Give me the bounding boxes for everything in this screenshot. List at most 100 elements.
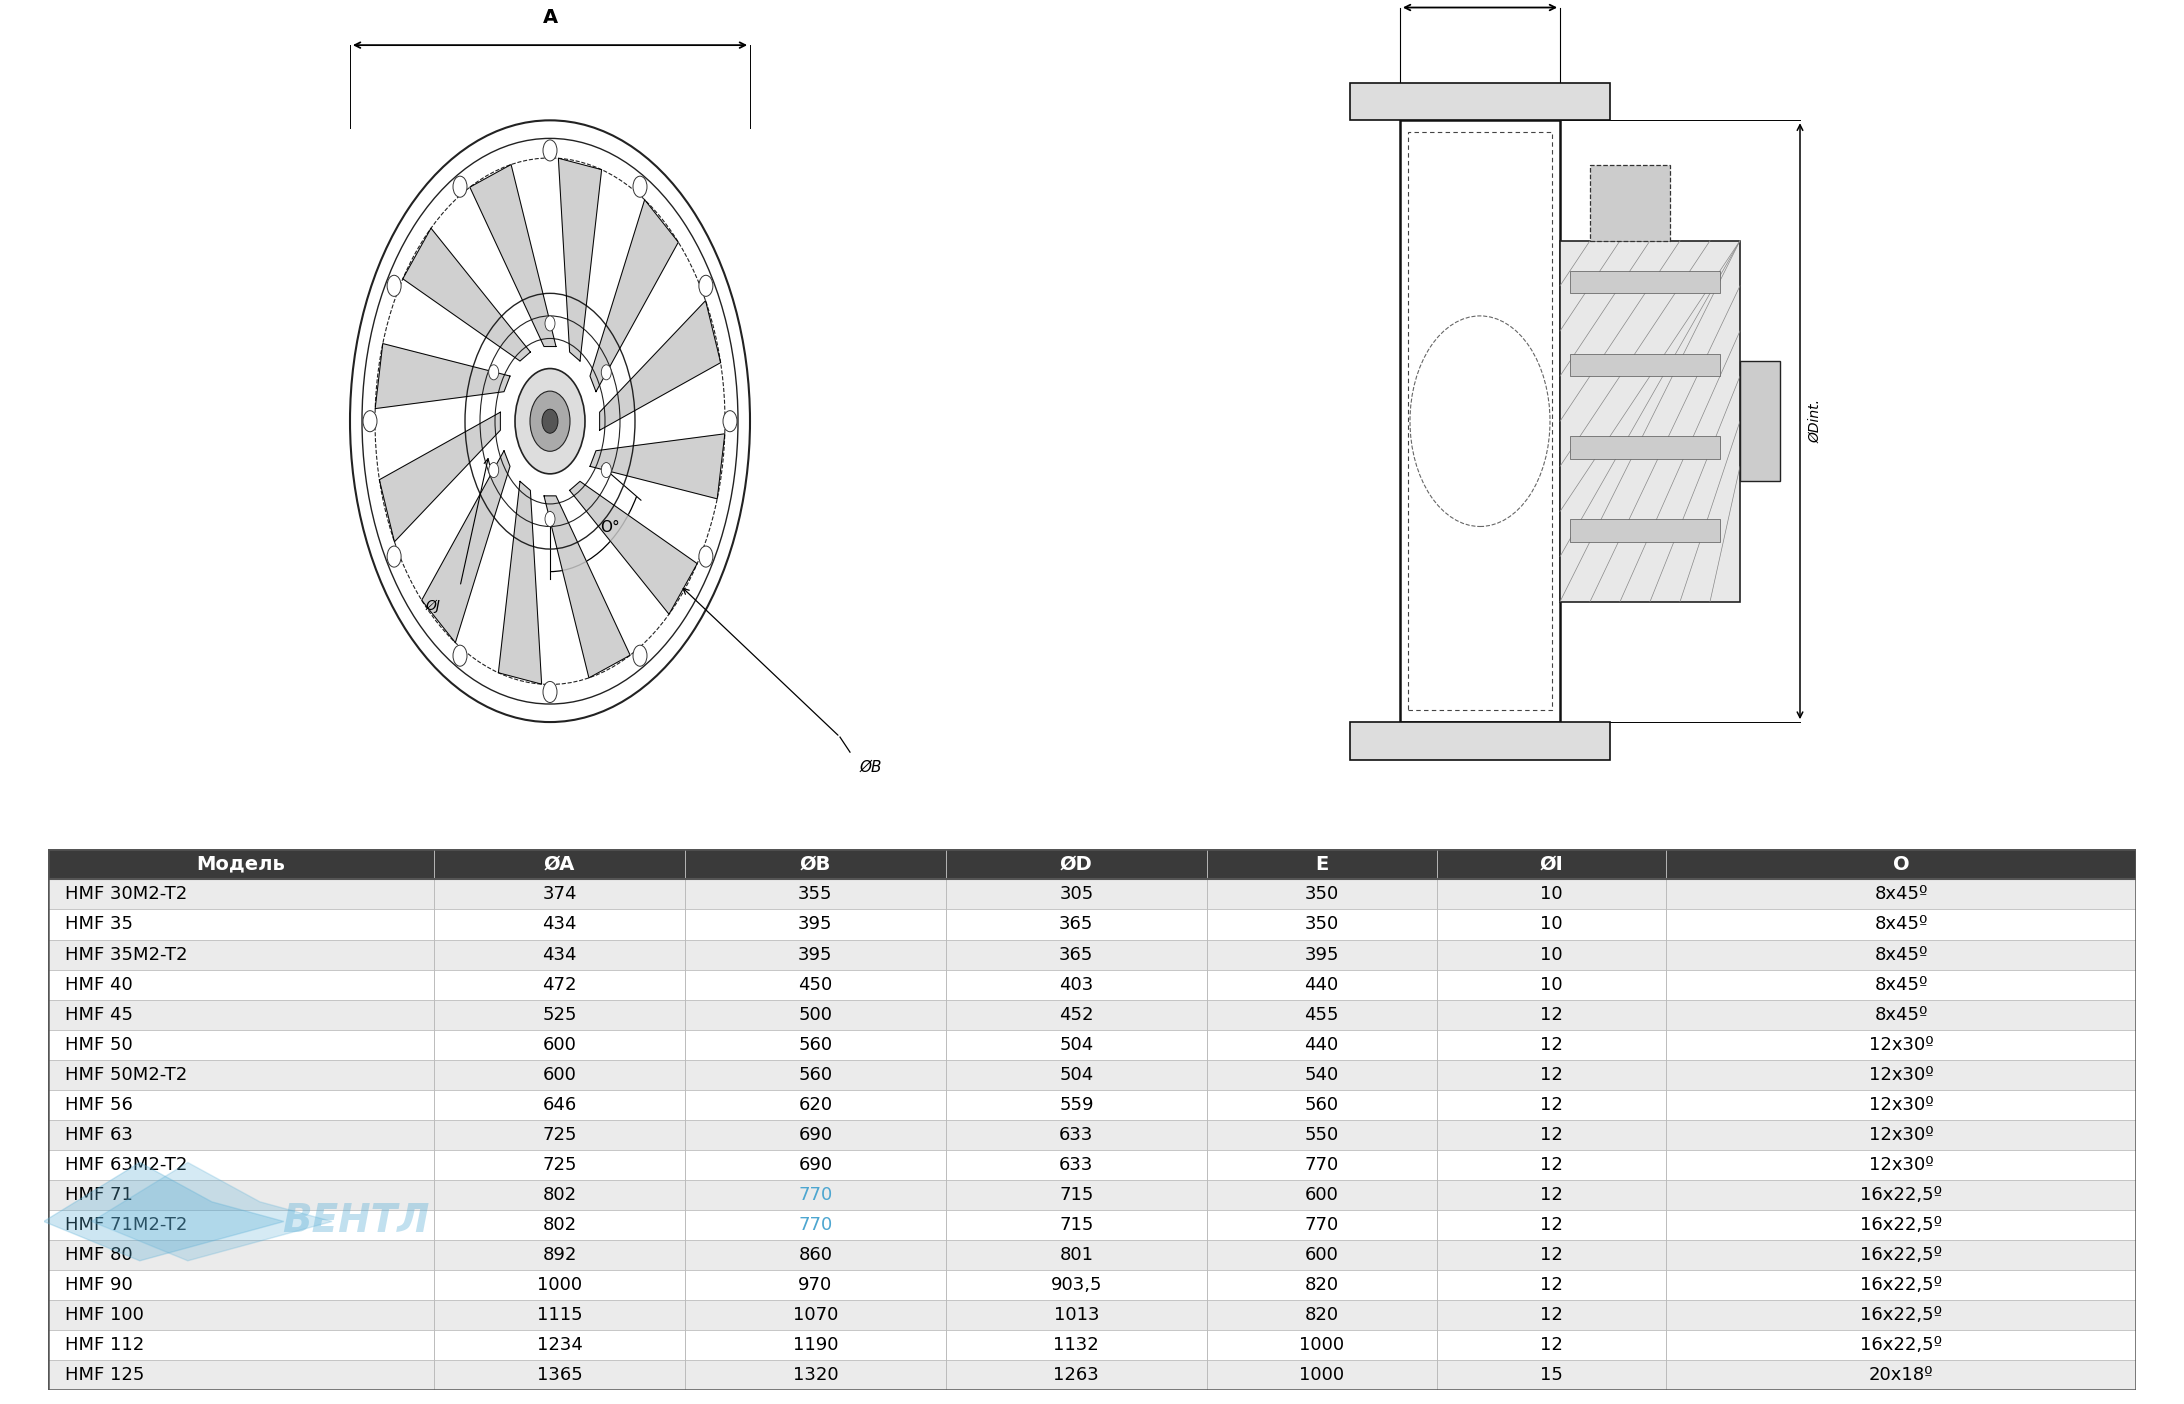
Bar xyxy=(435,1179,686,1210)
Text: 725: 725 xyxy=(542,1155,577,1174)
Text: 12: 12 xyxy=(1540,1005,1564,1024)
Bar xyxy=(435,910,686,939)
Text: HMF 63M2-T2: HMF 63M2-T2 xyxy=(66,1155,188,1174)
Polygon shape xyxy=(601,300,721,430)
Bar xyxy=(946,1300,1208,1330)
Bar xyxy=(435,1000,686,1029)
Polygon shape xyxy=(570,482,697,614)
Text: 560: 560 xyxy=(799,1036,832,1053)
Polygon shape xyxy=(559,159,601,361)
Text: Модель: Модель xyxy=(197,855,286,873)
Text: 8x45º: 8x45º xyxy=(1874,1005,1928,1024)
Bar xyxy=(946,849,1208,879)
Bar xyxy=(1208,1029,1437,1060)
Bar xyxy=(48,1179,435,1210)
Bar xyxy=(48,1120,435,1150)
Text: 10: 10 xyxy=(1540,915,1562,934)
Text: 1190: 1190 xyxy=(793,1337,839,1353)
Bar xyxy=(435,970,686,1000)
Text: 10: 10 xyxy=(1540,945,1562,963)
Bar xyxy=(435,939,686,970)
Text: 646: 646 xyxy=(542,1095,577,1113)
Bar xyxy=(1208,939,1437,970)
Text: HMF 35: HMF 35 xyxy=(66,915,133,934)
Circle shape xyxy=(363,410,378,432)
Bar xyxy=(946,1120,1208,1150)
Bar xyxy=(946,879,1208,910)
Polygon shape xyxy=(590,199,679,392)
Text: 820: 820 xyxy=(1304,1276,1339,1294)
Text: 504: 504 xyxy=(1059,1036,1094,1053)
Text: 374: 374 xyxy=(542,886,577,903)
Text: 892: 892 xyxy=(542,1245,577,1264)
Bar xyxy=(946,1330,1208,1360)
Text: 690: 690 xyxy=(799,1155,832,1174)
Text: ВЕНТЛ: ВЕНТЛ xyxy=(282,1202,430,1241)
Circle shape xyxy=(601,365,612,380)
Bar xyxy=(435,1210,686,1240)
Text: 12: 12 xyxy=(1540,1126,1564,1144)
Circle shape xyxy=(699,546,712,567)
Text: ØD: ØD xyxy=(1059,855,1092,873)
Text: 365: 365 xyxy=(1059,915,1094,934)
Text: 10: 10 xyxy=(1540,976,1562,994)
Text: HMF 45: HMF 45 xyxy=(66,1005,133,1024)
Text: 16x22,5º: 16x22,5º xyxy=(1861,1216,1942,1234)
Text: 770: 770 xyxy=(1304,1155,1339,1174)
Text: HMF 100: HMF 100 xyxy=(66,1306,144,1324)
Bar xyxy=(1437,1210,1666,1240)
Bar xyxy=(686,1029,946,1060)
Text: 16x22,5º: 16x22,5º xyxy=(1861,1276,1942,1294)
Bar xyxy=(1437,1330,1666,1360)
Bar xyxy=(48,1060,435,1090)
Bar xyxy=(686,1090,946,1120)
Polygon shape xyxy=(402,229,531,361)
Text: 12x30º: 12x30º xyxy=(1870,1036,1933,1053)
Bar xyxy=(1666,1090,2136,1120)
Text: 970: 970 xyxy=(797,1276,832,1294)
Bar xyxy=(1666,1120,2136,1150)
Circle shape xyxy=(546,316,555,331)
Text: HMF 63: HMF 63 xyxy=(66,1126,133,1144)
Text: ØDint.: ØDint. xyxy=(1808,399,1821,444)
Bar xyxy=(1570,437,1721,459)
Bar xyxy=(686,879,946,910)
Bar xyxy=(48,849,435,879)
Bar xyxy=(1666,910,2136,939)
Text: 1000: 1000 xyxy=(1299,1366,1343,1384)
Bar xyxy=(1437,970,1666,1000)
Bar xyxy=(1437,1179,1666,1210)
Bar xyxy=(686,1210,946,1240)
Bar xyxy=(1666,939,2136,970)
Text: 440: 440 xyxy=(1304,1036,1339,1053)
Bar xyxy=(946,1060,1208,1090)
Circle shape xyxy=(699,275,712,296)
Text: 715: 715 xyxy=(1059,1216,1094,1234)
Text: 770: 770 xyxy=(797,1216,832,1234)
Bar xyxy=(686,910,946,939)
Text: 903,5: 903,5 xyxy=(1051,1276,1103,1294)
Circle shape xyxy=(723,410,736,432)
Text: HMF 71: HMF 71 xyxy=(66,1186,133,1203)
Bar xyxy=(48,1240,435,1269)
Text: 600: 600 xyxy=(1304,1245,1339,1264)
Text: ØB: ØB xyxy=(860,760,882,775)
Text: 1320: 1320 xyxy=(793,1366,839,1384)
Bar xyxy=(1666,849,2136,879)
Text: 600: 600 xyxy=(542,1036,577,1053)
Bar xyxy=(435,1090,686,1120)
Text: 600: 600 xyxy=(542,1066,577,1084)
Bar xyxy=(686,1179,946,1210)
Text: 1132: 1132 xyxy=(1053,1337,1099,1353)
Bar xyxy=(1208,1120,1437,1150)
Bar xyxy=(435,1360,686,1390)
Bar xyxy=(435,1330,686,1360)
Text: 355: 355 xyxy=(797,886,832,903)
Text: 434: 434 xyxy=(542,915,577,934)
Text: 12: 12 xyxy=(1540,1095,1564,1113)
Bar xyxy=(1208,1150,1437,1179)
Bar xyxy=(435,849,686,879)
Text: HMF 90: HMF 90 xyxy=(66,1276,133,1294)
Circle shape xyxy=(489,365,498,380)
Bar xyxy=(686,1000,946,1029)
